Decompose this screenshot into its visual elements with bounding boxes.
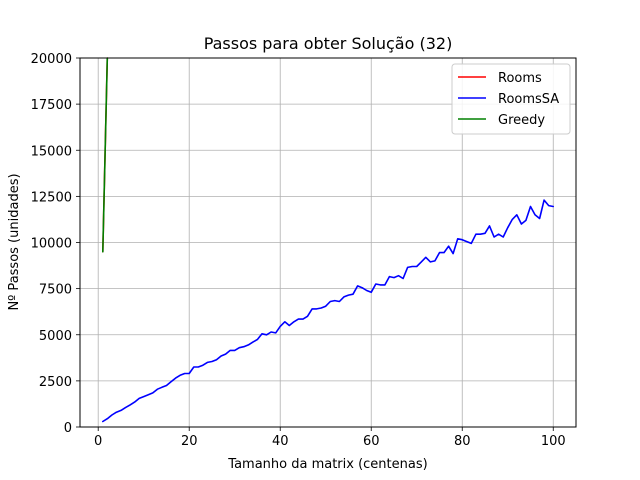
x-tick-label: 20: [181, 434, 198, 449]
y-tick-label: 10000: [31, 237, 72, 252]
chart-title: Passos para obter Solução (32): [204, 34, 453, 53]
y-tick-label: 12500: [31, 190, 72, 205]
y-tick-label: 2500: [39, 375, 72, 390]
x-axis-label: Tamanho da matrix (centenas): [227, 457, 427, 472]
y-tick-label: 20000: [31, 52, 72, 67]
legend-label-roomssa: RoomsSA: [498, 92, 559, 107]
series-line-greedy: [102, 57, 109, 253]
x-tick-label: 100: [541, 434, 566, 449]
y-tick-label: 7500: [39, 283, 72, 298]
legend-label-rooms: Rooms: [498, 71, 542, 86]
x-tick-label: 80: [454, 434, 471, 449]
axis-ticks: 0 20 40 60 80 100 0 2500 5000 7500 10000 12500 15000…: [31, 52, 566, 449]
series-lines: [102, 57, 555, 423]
y-tick-label: 0: [64, 421, 72, 436]
y-tick-label: 17500: [31, 98, 72, 113]
series-line-roomssa: [102, 199, 555, 423]
x-tick-label: 60: [363, 434, 380, 449]
legend-box: [451, 63, 571, 135]
x-tick-label: 40: [272, 434, 289, 449]
y-tick-label: 15000: [31, 144, 72, 159]
x-tick-label: 0: [94, 434, 102, 449]
y-axis-label: Nº Passos (unidades): [7, 173, 22, 310]
legend: Rooms RoomsSA Greedy: [451, 63, 571, 135]
y-tick-label: 5000: [39, 329, 72, 344]
legend-label-greedy: Greedy: [498, 113, 545, 128]
